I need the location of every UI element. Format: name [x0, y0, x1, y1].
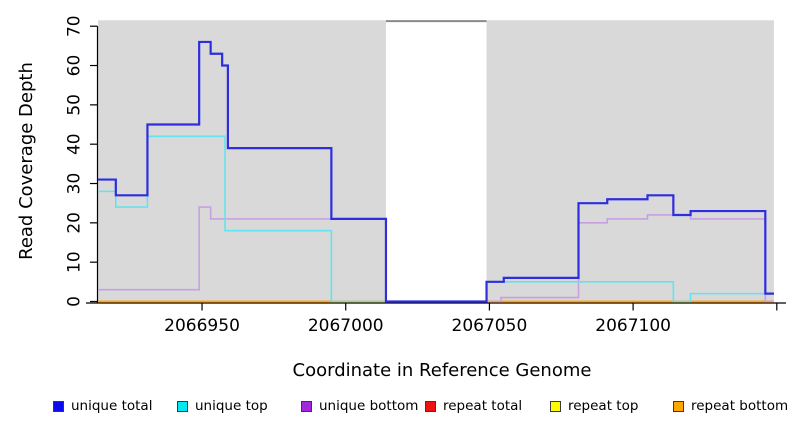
- y-tick-label: 20: [65, 212, 85, 234]
- x-axis-title: Coordinate in Reference Genome: [292, 360, 592, 381]
- y-tick-label: 50: [65, 94, 85, 116]
- legend-item-repeat-top: repeat top: [550, 399, 638, 414]
- legend-label: unique top: [195, 398, 268, 414]
- x-tick-label: 2066950: [164, 316, 240, 336]
- legend-item-unique-total: unique total: [53, 399, 152, 414]
- legend-swatch-icon: [301, 401, 312, 412]
- legend-item-unique-top: unique top: [177, 399, 268, 414]
- legend-swatch-icon: [673, 401, 684, 412]
- legend-swatch-icon: [425, 401, 436, 412]
- legend-item-repeat-bottom: repeat bottom: [673, 399, 788, 414]
- right-shaded-region: [486, 20, 774, 303]
- y-tick-label: 70: [65, 15, 85, 37]
- y-tick-label: 30: [65, 173, 85, 195]
- legend-swatch-icon: [177, 401, 188, 412]
- series-unique-total-line: [98, 40, 774, 303]
- y-tick-label: 40: [65, 133, 85, 155]
- legend-label: unique bottom: [319, 398, 419, 414]
- series-unique-top-line: [98, 135, 774, 303]
- x-tick-label: 2067000: [308, 316, 384, 336]
- x-tick-label: 2067050: [452, 316, 528, 336]
- legend-label: unique total: [71, 398, 153, 414]
- legend-item-repeat-total: repeat total: [425, 399, 522, 414]
- y-tick-label: 0: [65, 296, 85, 307]
- legend-swatch-icon: [550, 401, 561, 412]
- x-tick-label: 2067100: [595, 316, 671, 336]
- left-shaded-region: [98, 20, 386, 303]
- y-axis-title: Read Coverage Depth: [16, 62, 37, 260]
- y-tick-label: 10: [65, 251, 85, 273]
- legend-item-unique-bottom: unique bottom: [301, 399, 418, 414]
- legend-label: repeat bottom: [691, 398, 789, 414]
- legend-label: repeat total: [443, 398, 523, 414]
- y-tick-label: 60: [65, 55, 85, 77]
- legend-label: repeat top: [568, 398, 639, 414]
- legend-swatch-icon: [53, 401, 64, 412]
